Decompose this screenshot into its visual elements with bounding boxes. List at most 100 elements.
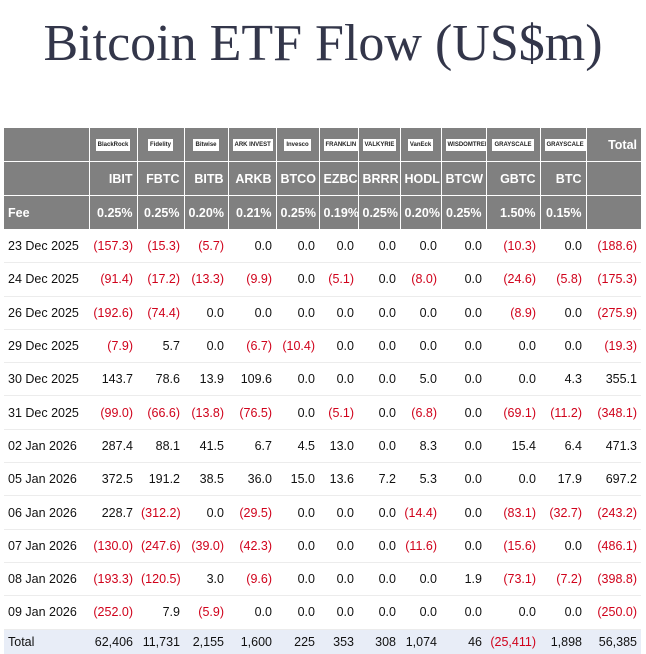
fee: 0.15%: [539, 195, 586, 230]
issuer-logo: VanEck: [407, 139, 434, 152]
fee: 0.25%: [136, 195, 184, 230]
flow-value: 0.0: [400, 562, 441, 597]
flow-value: (250.0): [586, 595, 641, 630]
flow-value: 191.2: [137, 462, 184, 497]
flow-value: 353: [319, 629, 358, 654]
flow-value: (188.6): [586, 229, 641, 264]
flow-value: (7.9): [89, 329, 137, 364]
table-row: BlackRock Fidelity Bitwise ARK INVEST Invesc…: [4, 128, 641, 162]
flow-value: 0.0: [540, 329, 586, 364]
issuer-logo: ARK INVEST: [232, 139, 273, 152]
flow-value: (120.5): [137, 562, 184, 597]
flow-value: (275.9): [586, 296, 641, 330]
issuer-logo: Bitwise: [193, 139, 219, 152]
flow-value: 0.0: [319, 296, 358, 330]
flow-value: (5.1): [319, 395, 358, 430]
fee-label: Fee: [4, 195, 89, 230]
fee: 0.20%: [183, 195, 228, 230]
flow-value: (39.0): [184, 529, 228, 563]
ticker: BTCW: [440, 161, 486, 196]
flow-value: 0.0: [319, 229, 358, 264]
flow-value: (8.0): [400, 262, 441, 297]
flow-value: 7.2: [358, 462, 400, 497]
flow-value: 2,155: [184, 629, 228, 654]
flow-value: 0.0: [184, 296, 228, 330]
flow-value: (15.6): [486, 529, 540, 563]
fee: 0.21%: [227, 195, 276, 230]
flow-value: 17.9: [540, 462, 586, 497]
flow-value: 0.0: [441, 362, 486, 397]
flow-value: 0.0: [400, 296, 441, 330]
flow-table: BlackRock Fidelity Bitwise ARK INVEST Invesc…: [4, 128, 641, 654]
flow-value: 0.0: [441, 429, 486, 464]
flow-value: 697.2: [586, 462, 641, 497]
flow-value: 0.0: [276, 296, 319, 330]
table-row: 24 Dec 2025 (91.4) (17.2) (13.3) (9.9) 0.0 (5.…: [4, 262, 641, 297]
flow-value: 0.0: [276, 595, 319, 630]
flow-value: (17.2): [137, 262, 184, 297]
flow-value: 8.3: [400, 429, 441, 464]
issuer-logo: GRAYSCALE: [544, 139, 586, 152]
row-label: 08 Jan 2026: [4, 562, 89, 597]
logo-cell: GRAYSCALE: [485, 128, 540, 162]
flow-value: (10.4): [276, 329, 319, 364]
flow-value: 1,600: [228, 629, 276, 654]
flow-value: (6.8): [400, 395, 441, 430]
flow-value: 0.0: [319, 595, 358, 630]
flow-value: 13.9: [184, 362, 228, 397]
flow-value: 0.0: [540, 296, 586, 330]
row-label: 29 Dec 2025: [4, 329, 89, 364]
ticker: BITB: [183, 161, 228, 196]
row-label: 23 Dec 2025: [4, 229, 89, 264]
table-row: 26 Dec 2025 (192.6) (74.4) 0.0 0.0 0.0 0.0 0.0 0…: [4, 296, 641, 330]
header-cell: [4, 161, 89, 196]
flow-value: (66.6): [137, 395, 184, 430]
flow-value: 4.5: [276, 429, 319, 464]
flow-value: 15.4: [486, 429, 540, 464]
ticker: BTC: [539, 161, 586, 196]
row-label: Total: [4, 629, 89, 654]
row-label: 26 Dec 2025: [4, 296, 89, 330]
flow-value: 0.0: [319, 362, 358, 397]
ticker: FBTC: [136, 161, 184, 196]
flow-value: (5.1): [319, 262, 358, 297]
flow-value: 0.0: [358, 562, 400, 597]
flow-value: (5.9): [184, 595, 228, 630]
flow-value: (32.7): [540, 495, 586, 530]
flow-value: (74.4): [137, 296, 184, 330]
flow-value: 36.0: [228, 462, 276, 497]
flow-value: (312.2): [137, 495, 184, 530]
flow-value: 15.0: [276, 462, 319, 497]
table-row: IBIT FBTC BITB ARKB BTCO EZBC BRRR HODL BTCW GBTC…: [4, 161, 641, 196]
flow-value: (486.1): [586, 529, 641, 563]
flow-value: 0.0: [358, 229, 400, 264]
flow-value: 0.0: [441, 262, 486, 297]
flow-value: (175.3): [586, 262, 641, 297]
flow-value: 0.0: [540, 529, 586, 563]
flow-value: (157.3): [89, 229, 137, 264]
flow-value: 0.0: [441, 462, 486, 497]
table-row: 29 Dec 2025 (7.9) 5.7 0.0 (6.7) (10.4) 0.0 0.0 0…: [4, 329, 641, 364]
flow-value: (83.1): [486, 495, 540, 530]
flow-value: 0.0: [358, 395, 400, 430]
flow-value: (15.3): [137, 229, 184, 264]
row-label: 05 Jan 2026: [4, 462, 89, 497]
flow-value: 0.0: [184, 495, 228, 530]
flow-value: 13.0: [319, 429, 358, 464]
flow-value: 471.3: [586, 429, 641, 464]
table-row: 30 Dec 2025 143.7 78.6 13.9 109.6 0.0 0.0 0.0 5.…: [4, 362, 641, 397]
logo-cell: VALKYRIE: [357, 128, 400, 162]
table-row: 02 Jan 2026 287.4 88.1 41.5 6.7 4.5 13.0 0.0 8.3…: [4, 429, 641, 464]
issuer-logo: BlackRock: [95, 139, 131, 152]
flow-value: 0.0: [319, 562, 358, 597]
logo-cell: Bitwise: [183, 128, 228, 162]
flow-value: 0.0: [400, 329, 441, 364]
flow-value: 0.0: [358, 296, 400, 330]
flow-value: (247.6): [137, 529, 184, 563]
fee: 0.25%: [275, 195, 319, 230]
flow-value: 0.0: [441, 329, 486, 364]
logo-cell: Invesco: [275, 128, 319, 162]
logo-cell: ARK INVEST: [227, 128, 276, 162]
flow-value: (192.6): [89, 296, 137, 330]
